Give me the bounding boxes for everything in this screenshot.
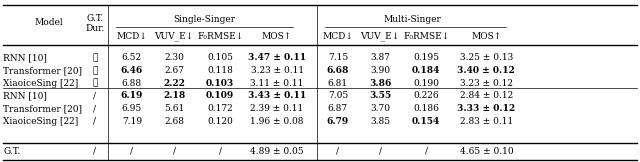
Text: 0.186: 0.186 [413,104,439,113]
Text: 2.39 ± 0.11: 2.39 ± 0.11 [250,104,304,113]
Text: MCD↓: MCD↓ [323,32,353,41]
Text: 3.55: 3.55 [369,91,391,100]
Text: 6.81: 6.81 [328,79,348,88]
Text: 2.67: 2.67 [164,66,184,75]
Text: /: / [219,147,221,156]
Text: 6.88: 6.88 [122,79,142,88]
Text: 0.190: 0.190 [413,79,439,88]
Text: 2.84 ± 0.12: 2.84 ± 0.12 [460,91,513,100]
Text: 3.86: 3.86 [369,79,391,88]
Text: /: / [379,147,381,156]
Text: 3.70: 3.70 [370,104,390,113]
Text: /: / [93,117,96,126]
Text: XiaoiceSing [22]: XiaoiceSing [22] [3,79,79,88]
Text: Single-Singer: Single-Singer [173,15,236,24]
Text: 6.79: 6.79 [327,117,349,126]
Text: 3.90: 3.90 [370,66,390,75]
Text: 3.25 ± 0.13: 3.25 ± 0.13 [460,53,513,62]
Text: 3.33 ± 0.12: 3.33 ± 0.12 [457,104,516,113]
Text: Model: Model [35,18,63,27]
Text: ✓: ✓ [92,79,97,88]
Text: 6.87: 6.87 [328,104,348,113]
Text: VUV_E↓: VUV_E↓ [360,32,400,41]
Text: G.T.: G.T. [3,147,20,156]
Text: 2.22: 2.22 [163,79,185,88]
Text: 0.226: 0.226 [413,91,439,100]
Text: 0.154: 0.154 [412,117,440,126]
Text: 6.95: 6.95 [122,104,142,113]
Text: 0.120: 0.120 [207,117,233,126]
Text: Transformer [20]: Transformer [20] [3,66,82,75]
Text: F₀RMSE↓: F₀RMSE↓ [197,32,243,41]
Text: MOS↑: MOS↑ [262,32,292,41]
Text: /: / [93,147,96,156]
Text: 5.61: 5.61 [164,104,184,113]
Text: 3.40 ± 0.12: 3.40 ± 0.12 [458,66,515,75]
Text: 4.89 ± 0.05: 4.89 ± 0.05 [250,147,304,156]
Text: 3.11 ± 0.11: 3.11 ± 0.11 [250,79,304,88]
Text: /: / [425,147,428,156]
Text: MCD↓: MCD↓ [116,32,147,41]
Text: G.T.
Dur.: G.T. Dur. [85,14,104,33]
Text: F₀RMSE↓: F₀RMSE↓ [403,32,449,41]
Text: 2.68: 2.68 [164,117,184,126]
Text: RNN [10]: RNN [10] [3,53,47,62]
Text: 0.184: 0.184 [412,66,440,75]
Text: 6.52: 6.52 [122,53,142,62]
Text: /: / [93,104,96,113]
Text: 0.105: 0.105 [207,53,233,62]
Text: /: / [173,147,175,156]
Text: 7.05: 7.05 [328,91,348,100]
Text: RNN [10]: RNN [10] [3,91,47,100]
Text: /: / [131,147,133,156]
Text: ✓: ✓ [92,66,97,75]
Text: 6.68: 6.68 [327,66,349,75]
Text: 3.85: 3.85 [370,117,390,126]
Text: 1.96 ± 0.08: 1.96 ± 0.08 [250,117,304,126]
Text: 3.23 ± 0.11: 3.23 ± 0.11 [250,66,304,75]
Text: 7.15: 7.15 [328,53,348,62]
Text: 0.118: 0.118 [207,66,233,75]
Text: 6.19: 6.19 [121,91,143,100]
Text: 0.103: 0.103 [206,79,234,88]
Text: 0.195: 0.195 [413,53,439,62]
Text: 6.46: 6.46 [121,66,143,75]
Text: 0.109: 0.109 [206,91,234,100]
Text: 2.18: 2.18 [163,91,185,100]
Text: 2.83 ± 0.11: 2.83 ± 0.11 [460,117,513,126]
Text: XiaoiceSing [22]: XiaoiceSing [22] [3,117,79,126]
Text: MOS↑: MOS↑ [471,32,502,41]
Text: 7.19: 7.19 [122,117,142,126]
Text: 2.30: 2.30 [164,53,184,62]
Text: /: / [93,91,96,100]
Text: Transformer [20]: Transformer [20] [3,104,82,113]
Text: /: / [337,147,339,156]
Text: Multi-Singer: Multi-Singer [383,15,441,24]
Text: VUV_E↓: VUV_E↓ [154,32,194,41]
Text: 3.47 ± 0.11: 3.47 ± 0.11 [248,53,306,62]
Text: 4.65 ± 0.10: 4.65 ± 0.10 [460,147,513,156]
Text: ✓: ✓ [92,53,97,62]
Text: 3.87: 3.87 [370,53,390,62]
Text: 0.172: 0.172 [207,104,233,113]
Text: 3.43 ± 0.11: 3.43 ± 0.11 [248,91,307,100]
Text: 3.23 ± 0.12: 3.23 ± 0.12 [460,79,513,88]
